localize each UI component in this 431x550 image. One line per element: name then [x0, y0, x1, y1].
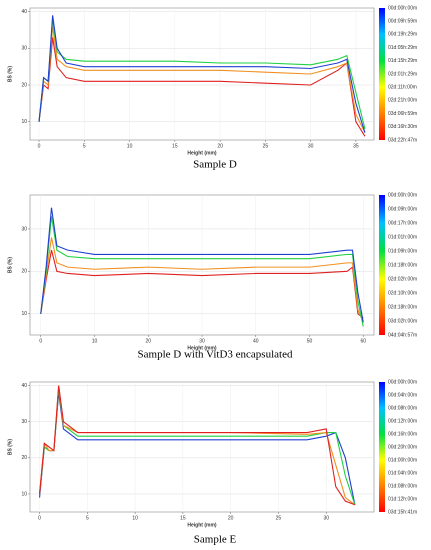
x-tick-label: 35 — [353, 143, 359, 149]
x-tick-label: 0 — [39, 338, 42, 344]
x-tick-label: 60 — [360, 338, 366, 344]
x-tick-label: 5 — [86, 515, 89, 521]
y-tick-label: 10 — [21, 311, 27, 317]
y-tick-label: 30 — [21, 46, 27, 52]
x-tick-label: 10 — [92, 338, 98, 344]
colorbar-label: 02d:11h:00m — [388, 85, 417, 91]
colorbar — [379, 8, 385, 140]
colorbar-label: 00d:00h:00m — [388, 5, 417, 11]
colorbar-label: 01d:09h:00m — [388, 248, 417, 254]
colorbar-label: 04d:04h:57m — [388, 332, 417, 338]
x-axis-label: Height (mm) — [187, 345, 217, 351]
colorbar-label: 01d:08h:00m — [388, 483, 417, 489]
x-axis-label: Height (mm) — [187, 522, 217, 528]
x-tick-label: 0 — [38, 143, 41, 149]
x-tick-label: 10 — [132, 515, 138, 521]
colorbar-label: 00d:09h:59m — [388, 19, 417, 25]
colorbar-label: 03d:15h:41m — [388, 509, 417, 515]
data-line — [38, 15, 366, 133]
y-axis-label: BS (%) — [7, 257, 13, 273]
y-axis-label: BS (%) — [7, 66, 13, 82]
colorbar-label: 00d:12h:00m — [388, 418, 417, 424]
colorbar-label: 01d:00h:00m — [388, 457, 417, 463]
x-tick-label: 30 — [308, 143, 314, 149]
colorbar-label: 01d:18h:00m — [388, 262, 417, 268]
colorbar-label: 00d:00h:00m — [388, 192, 417, 198]
y-tick-label: 20 — [21, 455, 27, 461]
x-tick-label: 40 — [253, 338, 259, 344]
colorbar-label: 02d:10h:00m — [388, 290, 417, 296]
data-line — [40, 216, 364, 327]
x-tick-label: 30 — [323, 515, 329, 521]
y-tick-label: 10 — [21, 119, 27, 125]
colorbar-label: 01d:12h:00m — [388, 496, 417, 502]
colorbar-label: 03d:06h:59m — [388, 111, 417, 117]
colorbar-label: 03d:16h:30m — [388, 124, 417, 130]
x-tick-label: 50 — [307, 338, 313, 344]
colorbar — [379, 382, 385, 512]
colorbar-label: 03d:22h:47m — [388, 137, 417, 143]
plot-area — [29, 381, 375, 513]
colorbar-label: 00d:20h:00m — [388, 444, 417, 450]
data-line — [40, 237, 364, 323]
data-line — [40, 250, 364, 319]
x-tick-label: 10 — [127, 143, 133, 149]
colorbar-label: 00d:09h:00m — [388, 206, 417, 212]
y-tick-label: 40 — [21, 383, 27, 389]
x-tick-label: 20 — [145, 338, 151, 344]
x-tick-label: 15 — [172, 143, 178, 149]
colorbar-label: 00d:17h:00m — [388, 220, 417, 226]
caption: Sample D — [193, 159, 237, 171]
colorbar-label: 02d:18h:00m — [388, 304, 417, 310]
y-tick-label: 20 — [21, 82, 27, 88]
caption: Sample E — [194, 534, 237, 546]
x-tick-label: 20 — [217, 143, 223, 149]
x-tick-label: 25 — [276, 515, 282, 521]
colorbar-label: 02d:01h:29m — [388, 71, 417, 77]
plot-area — [29, 7, 375, 141]
y-tick-label: 10 — [21, 491, 27, 497]
colorbar-label: 00d:08h:00m — [388, 405, 417, 411]
x-tick-label: 30 — [199, 338, 205, 344]
y-tick-label: 30 — [21, 226, 27, 232]
y-axis-label: BS (%) — [7, 439, 13, 455]
y-tick-label: 40 — [21, 9, 27, 15]
colorbar-label: 00d:19h:29m — [388, 32, 417, 38]
colorbar-label: 01d:15h:29m — [388, 58, 417, 64]
y-tick-label: 30 — [21, 419, 27, 425]
x-tick-label: 0 — [38, 515, 41, 521]
colorbar-label: 03d:02h:00m — [388, 318, 417, 324]
caption: Sample D with VitD3 encapsulated — [138, 349, 293, 361]
colorbar-label: 02d:21h:00m — [388, 98, 417, 104]
x-tick-label: 20 — [228, 515, 234, 521]
y-tick-label: 20 — [21, 269, 27, 275]
colorbar — [379, 195, 385, 335]
x-axis-label: Height (mm) — [187, 150, 217, 156]
colorbar-label: 02d:02h:00m — [388, 276, 417, 282]
data-line — [40, 207, 364, 323]
data-line — [38, 37, 366, 137]
x-tick-label: 5 — [83, 143, 86, 149]
colorbar-label: 00d:16h:00m — [388, 431, 417, 437]
colorbar-label: 00d:00h:00m — [388, 379, 417, 385]
colorbar-label: 01d:01h:00m — [388, 234, 417, 240]
colorbar-label: 00d:04h:00m — [388, 392, 417, 398]
data-line — [39, 385, 356, 506]
x-tick-label: 25 — [263, 143, 269, 149]
x-tick-label: 15 — [180, 515, 186, 521]
colorbar-label: 01d:04h:00m — [388, 470, 417, 476]
colorbar-label: 01d:05h:29m — [388, 45, 417, 51]
